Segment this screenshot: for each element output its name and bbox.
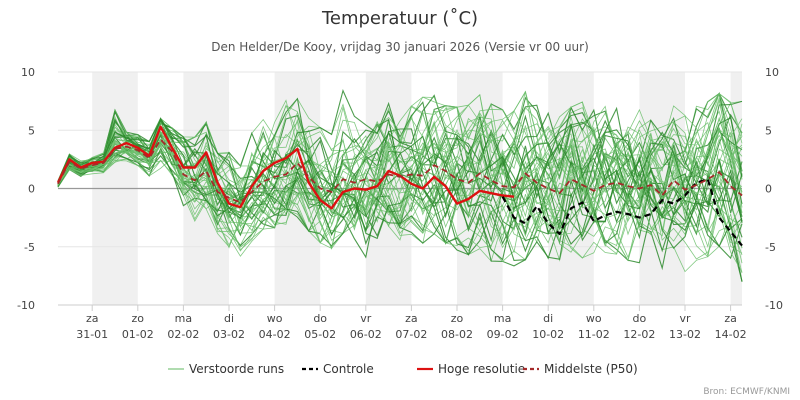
- ensemble-member-line: [57, 118, 743, 250]
- ensemble-member-line: [57, 101, 743, 222]
- ensemble-member-line: [57, 123, 743, 250]
- legend-label: Hoge resolutie: [438, 362, 525, 376]
- x-tick-day-label: za: [724, 312, 737, 325]
- x-tick-date-label: 11-02: [578, 328, 610, 341]
- x-tick-date-label: 13-02: [669, 328, 701, 341]
- y-tick-label-left: 5: [28, 124, 35, 137]
- y-tick-label-left: -10: [17, 299, 35, 312]
- ensemble-member-line: [57, 117, 743, 252]
- axes: 10 10 5 5 0 0 -5 -5 -10 -10 za 31-01 zo 01-02 ma 02-02 d…: [17, 66, 783, 341]
- ensemble-member-line: [57, 96, 743, 257]
- chart-subtitle: Den Helder/De Kooy, vrijdag 30 januari 2…: [211, 40, 589, 54]
- x-tick-date-label: 02-02: [167, 328, 199, 341]
- chart-title: Temperatuur (˚C): [321, 8, 478, 29]
- x-tick-day-label: vr: [360, 312, 372, 325]
- ensemble-member-line: [57, 119, 743, 282]
- legend: Verstoorde runs Controle Hoge resolutie Mid…: [168, 362, 638, 376]
- x-tick-day-label: do: [313, 312, 327, 325]
- hires-line: [56, 125, 515, 210]
- x-tick-date-label: 03-02: [213, 328, 245, 341]
- x-tick-date-label: 06-02: [350, 328, 382, 341]
- x-tick-day-label: di: [543, 312, 553, 325]
- y-tick-label-left: 10: [21, 66, 35, 79]
- x-tick-day-label: do: [633, 312, 647, 325]
- ensemble-member-line: [57, 93, 743, 248]
- x-tick-day-label: di: [224, 312, 234, 325]
- x-tick-day-label: zo: [132, 312, 145, 325]
- x-tick-day-label: ma: [494, 312, 511, 325]
- x-tick-day-label: wo: [267, 312, 283, 325]
- y-tick-label-left: 0: [28, 183, 35, 196]
- y-tick-label-right: -5: [765, 241, 776, 254]
- ensemble-member-line: [57, 121, 743, 274]
- legend-label: Controle: [323, 362, 374, 376]
- x-tick-date-label: 12-02: [623, 328, 655, 341]
- x-tick-date-label: 08-02: [441, 328, 473, 341]
- x-tick-date-label: 01-02: [122, 328, 154, 341]
- y-tick-label-right: -10: [765, 299, 783, 312]
- x-tick-day-label: ma: [175, 312, 192, 325]
- x-tick-date-label: 14-02: [715, 328, 747, 341]
- legend-label: Middelste (P50): [544, 362, 638, 376]
- ensemble-member-line: [57, 101, 743, 233]
- ensemble-member-line: [57, 117, 743, 247]
- x-tick-day-label: zo: [451, 312, 464, 325]
- x-tick-date-label: 09-02: [487, 328, 519, 341]
- ensemble-member-line: [57, 105, 743, 248]
- x-tick-day-label: za: [86, 312, 99, 325]
- y-tick-label-left: -5: [24, 241, 35, 254]
- y-tick-label-right: 10: [765, 66, 779, 79]
- x-tick-day-label: za: [405, 312, 418, 325]
- x-tick-day-label: wo: [586, 312, 602, 325]
- x-tick-date-label: 07-02: [395, 328, 427, 341]
- ensemble-member-line: [57, 115, 743, 254]
- y-tick-label-right: 5: [765, 124, 772, 137]
- x-tick-date-label: 31-01: [76, 328, 108, 341]
- x-tick-day-label: vr: [679, 312, 691, 325]
- source-credit: Bron: ECMWF/KNMI: [703, 387, 790, 397]
- x-tick-date-label: 04-02: [259, 328, 291, 341]
- ensemble-member-line: [57, 107, 743, 262]
- legend-label: Verstoorde runs: [189, 362, 284, 376]
- y-tick-label-right: 0: [765, 183, 772, 196]
- ensemble-members: [57, 88, 743, 282]
- x-tick-date-label: 05-02: [304, 328, 336, 341]
- series-lines: [56, 125, 743, 247]
- x-tick-date-label: 10-02: [532, 328, 564, 341]
- median-line: [57, 138, 743, 204]
- control-line: [501, 178, 743, 247]
